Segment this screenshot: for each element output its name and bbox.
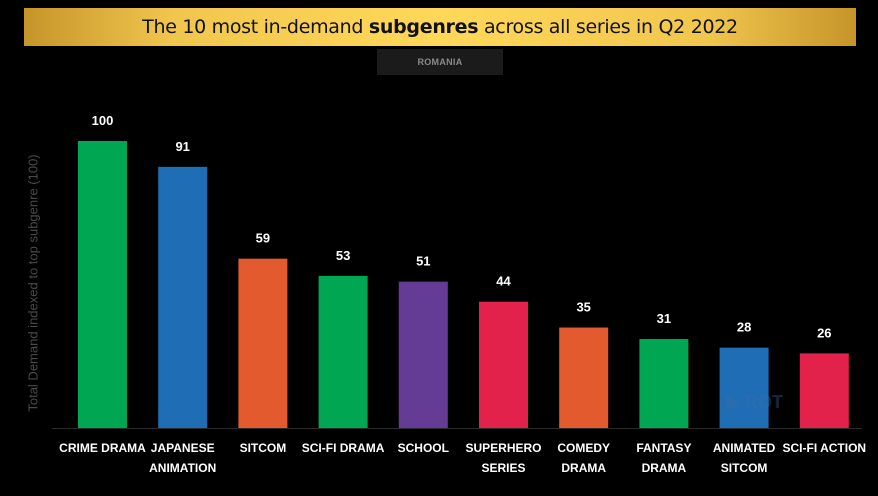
- x-tick-label: JAPANESE: [151, 441, 215, 455]
- x-tick-label: SERIES: [481, 461, 525, 475]
- x-tick-label: SCHOOL: [398, 441, 449, 455]
- x-tick-label: ANIMATION: [149, 461, 216, 475]
- x-tick-label: SITCOM: [240, 441, 287, 455]
- data-label: 26: [817, 325, 831, 340]
- watermark-text: ROT: [745, 392, 783, 412]
- x-tick-label: SCI-FI ACTION: [783, 441, 867, 455]
- bar: [78, 141, 127, 428]
- data-label: 44: [496, 274, 511, 289]
- bar: [238, 258, 288, 428]
- data-label: 100: [92, 113, 114, 128]
- bar: [479, 301, 528, 428]
- data-label: 35: [576, 300, 590, 315]
- title-banner: The 10 most in-demand subgenres across a…: [24, 8, 856, 46]
- bar: [318, 275, 368, 428]
- bar: [158, 166, 208, 428]
- title-pre: The 10 most in-demand: [142, 16, 369, 38]
- bar: [799, 353, 849, 428]
- play-logo-icon: [726, 394, 740, 411]
- x-tick-label: ANIMATED: [713, 441, 776, 455]
- data-label: 59: [256, 231, 270, 246]
- x-tick-label: FANTASY: [636, 441, 691, 455]
- data-label: 51: [416, 254, 430, 269]
- region-badge: ROMANIA: [377, 49, 503, 75]
- x-tick-label: CRIME DRAMA: [59, 441, 146, 455]
- bar: [719, 347, 769, 428]
- x-tick-label: SITCOM: [721, 461, 768, 475]
- x-tick-label: DRAMA: [561, 461, 606, 475]
- data-label: 53: [336, 248, 350, 263]
- title-post: across all series in Q2 2022: [478, 16, 738, 38]
- data-label: 31: [657, 311, 671, 326]
- x-tick-label: SUPERHERO: [465, 441, 541, 455]
- x-tick-label: SCI-FI DRAMA: [302, 441, 385, 455]
- data-label: 91: [175, 139, 189, 154]
- chart-title: The 10 most in-demand subgenres across a…: [142, 16, 738, 38]
- watermark: ROT: [725, 392, 783, 413]
- data-label: 28: [737, 320, 751, 335]
- bar: [639, 339, 689, 428]
- bar: [398, 281, 448, 428]
- x-tick-label: COMEDY: [557, 441, 610, 455]
- bar: [559, 327, 609, 428]
- title-bold: subgenres: [368, 16, 479, 38]
- x-tick-label: DRAMA: [642, 461, 687, 475]
